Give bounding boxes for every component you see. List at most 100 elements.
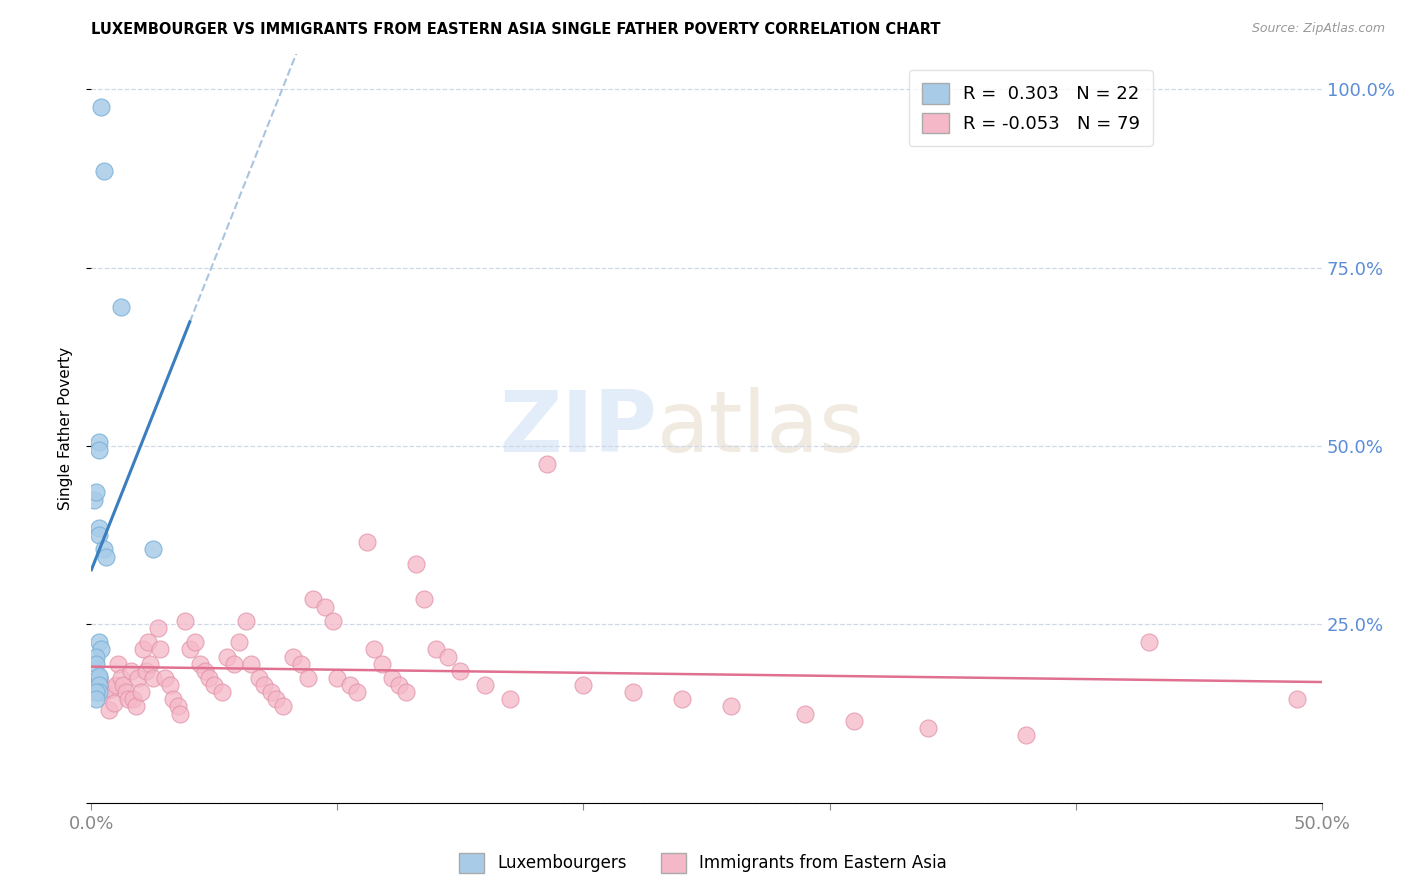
Point — [321, 614, 343, 628]
Point — [132, 642, 155, 657]
Point — [388, 678, 411, 692]
Point — [87, 435, 110, 450]
Point — [93, 685, 115, 699]
Point — [671, 692, 693, 706]
Point — [412, 592, 434, 607]
Point — [90, 642, 112, 657]
Text: Source: ZipAtlas.com: Source: ZipAtlas.com — [1251, 22, 1385, 36]
Point — [842, 714, 865, 728]
Point — [281, 649, 304, 664]
Point — [1139, 635, 1161, 649]
Point — [1285, 692, 1308, 706]
Point — [87, 442, 110, 457]
Point — [314, 599, 336, 614]
Point — [271, 699, 295, 714]
Point — [260, 685, 283, 699]
Point — [110, 671, 132, 685]
Point — [193, 664, 217, 678]
Point — [153, 671, 177, 685]
Point — [449, 664, 471, 678]
Point — [97, 703, 120, 717]
Point — [425, 642, 447, 657]
Point — [86, 657, 108, 671]
Point — [174, 614, 197, 628]
Point — [380, 671, 402, 685]
Y-axis label: Single Father Poverty: Single Father Poverty — [58, 347, 73, 509]
Point — [162, 692, 184, 706]
Point — [188, 657, 211, 671]
Point — [290, 657, 312, 671]
Point — [437, 649, 460, 664]
Point — [222, 657, 246, 671]
Point — [356, 535, 378, 549]
Point — [211, 685, 233, 699]
Point — [139, 657, 162, 671]
Point — [395, 685, 418, 699]
Point — [87, 671, 110, 685]
Point — [90, 100, 112, 114]
Point — [253, 678, 276, 692]
Point — [100, 681, 122, 696]
Point — [536, 457, 558, 471]
Point — [235, 614, 257, 628]
Point — [103, 696, 125, 710]
Point — [301, 592, 323, 607]
Point — [122, 692, 145, 706]
Point — [93, 164, 115, 178]
Point — [346, 685, 368, 699]
Point — [136, 635, 159, 649]
Point — [142, 671, 165, 685]
Point — [110, 300, 132, 314]
Point — [370, 657, 392, 671]
Point — [87, 669, 110, 683]
Point — [87, 521, 110, 535]
Point — [87, 528, 110, 542]
Point — [146, 621, 169, 635]
Point — [169, 706, 191, 721]
Point — [107, 657, 129, 671]
Point — [135, 664, 156, 678]
Point — [183, 635, 207, 649]
Point — [264, 692, 287, 706]
Point — [179, 642, 201, 657]
Point — [142, 542, 165, 557]
Legend: R =  0.303   N = 22, R = -0.053   N = 79: R = 0.303 N = 22, R = -0.053 N = 79 — [908, 70, 1153, 146]
Point — [86, 692, 108, 706]
Point — [93, 542, 115, 557]
Point — [117, 692, 139, 706]
Point — [86, 649, 108, 664]
Point — [1015, 728, 1038, 742]
Legend: Luxembourgers, Immigrants from Eastern Asia: Luxembourgers, Immigrants from Eastern A… — [453, 847, 953, 880]
Point — [202, 678, 225, 692]
Point — [96, 549, 117, 564]
Point — [87, 678, 110, 692]
Point — [86, 485, 108, 500]
Point — [572, 678, 595, 692]
Point — [105, 678, 127, 692]
Point — [215, 649, 238, 664]
Point — [720, 699, 742, 714]
Point — [159, 678, 181, 692]
Point — [363, 642, 385, 657]
Point — [87, 635, 110, 649]
Point — [112, 678, 135, 692]
Point — [474, 678, 496, 692]
Point — [87, 671, 110, 685]
Point — [405, 557, 427, 571]
Point — [149, 642, 172, 657]
Point — [86, 685, 108, 699]
Point — [297, 671, 319, 685]
Point — [114, 685, 138, 699]
Point — [247, 671, 270, 685]
Point — [127, 671, 149, 685]
Text: atlas: atlas — [657, 386, 865, 470]
Point — [124, 699, 146, 714]
Point — [793, 706, 815, 721]
Point — [198, 671, 221, 685]
Point — [498, 692, 520, 706]
Text: ZIP: ZIP — [499, 386, 657, 470]
Point — [129, 685, 152, 699]
Point — [228, 635, 250, 649]
Point — [83, 492, 105, 507]
Point — [87, 685, 110, 699]
